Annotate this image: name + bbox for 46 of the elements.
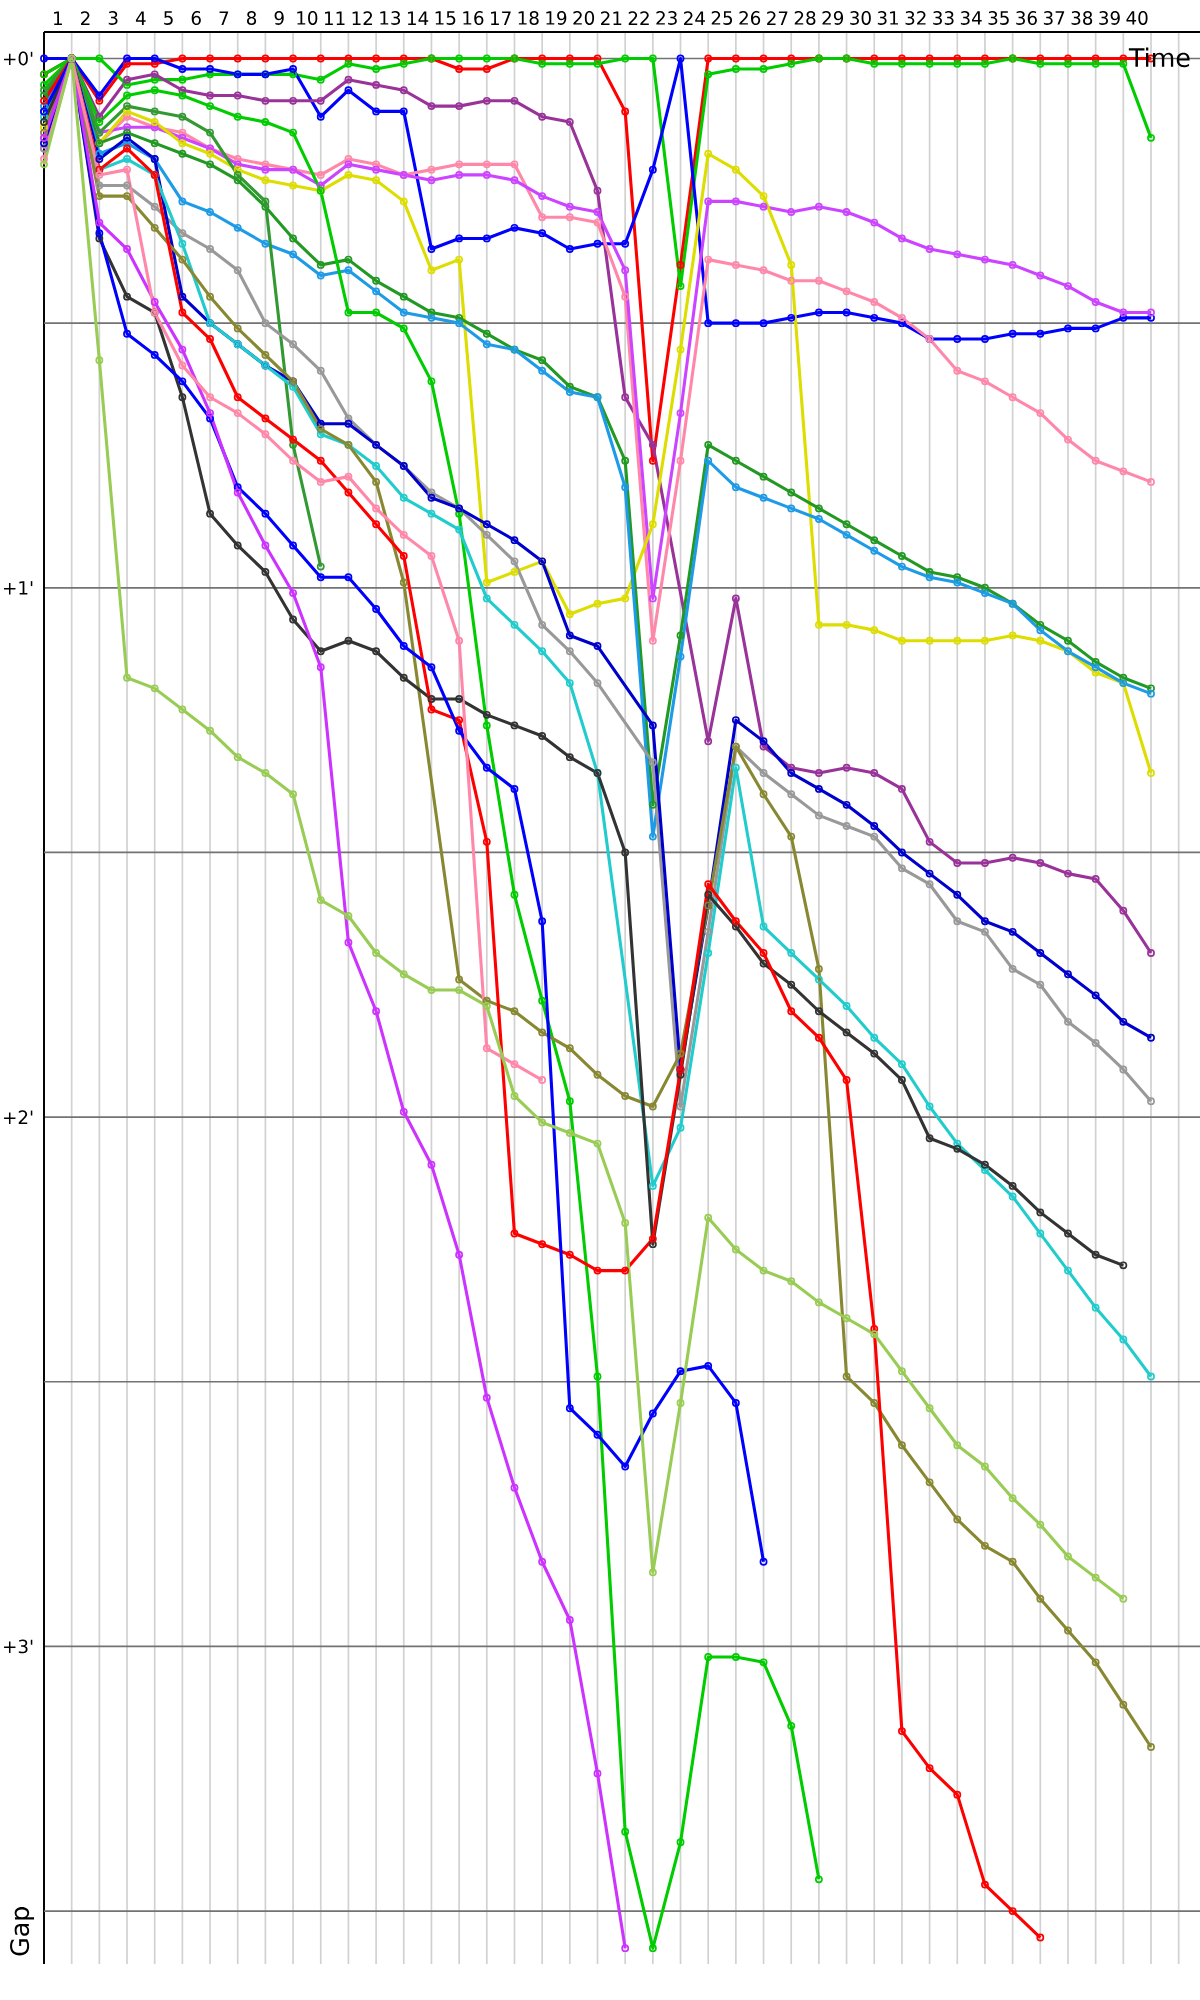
x-tick-label: 5 [164, 11, 173, 25]
x-tick-label: 31 [877, 11, 899, 25]
x-tick-label: 11 [324, 11, 345, 25]
x-tick-label: 25 [711, 11, 733, 25]
x-tick-label: 34 [960, 11, 982, 25]
y-axis-title: Gap [10, 1907, 35, 1956]
x-tick-label: 17 [490, 11, 511, 25]
x-tick-label: 35 [988, 11, 1009, 25]
x-tick-label: 39 [1099, 11, 1120, 25]
x-tick-label: 38 [1071, 11, 1093, 25]
x-tick-label: 7 [219, 11, 229, 25]
x-tick-label: 21 [601, 11, 622, 25]
x-tick-label: 4 [135, 11, 146, 25]
x-tick-label: 8 [246, 11, 257, 25]
x-tick-label: 14 [407, 11, 429, 25]
x-tick-label: 40 [1126, 11, 1148, 25]
x-tick-label: 2 [81, 11, 90, 25]
x-tick-label: 9 [274, 11, 284, 25]
x-tick-label: 6 [191, 11, 201, 25]
x-tick-label: 3 [108, 11, 118, 25]
y-tick-label: +0' [4, 51, 33, 66]
y-tick-label: +1' [4, 581, 33, 595]
x-tick-label: 26 [739, 11, 761, 25]
x-tick-label: 19 [546, 11, 567, 25]
x-axis-title: Time [1128, 47, 1190, 68]
x-tick-label: 24 [684, 11, 705, 25]
y-tick-label: +3' [4, 1639, 33, 1654]
x-tick-label: 18 [518, 11, 539, 25]
x-tick-label: 22 [628, 11, 649, 25]
x-tick-label: 23 [656, 11, 677, 25]
x-tick-label: 32 [905, 11, 926, 25]
x-tick-label: 20 [573, 11, 595, 25]
x-tick-label: 12 [352, 11, 373, 25]
x-tick-label: 30 [850, 11, 871, 25]
x-tick-label: 15 [435, 11, 456, 25]
y-tick-label: +2' [4, 1110, 33, 1124]
x-tick-label: 10 [297, 11, 318, 25]
x-tick-label: 28 [794, 11, 816, 25]
x-tick-label: 16 [463, 11, 484, 25]
x-tick-label: 13 [380, 11, 401, 25]
x-tick-label: 1 [54, 11, 62, 25]
x-tick-label: 27 [767, 11, 788, 25]
x-tick-label: 36 [1016, 11, 1037, 25]
x-tick-label: 29 [822, 11, 844, 25]
x-tick-label: 37 [1043, 11, 1065, 25]
x-tick-label: 33 [933, 11, 954, 25]
